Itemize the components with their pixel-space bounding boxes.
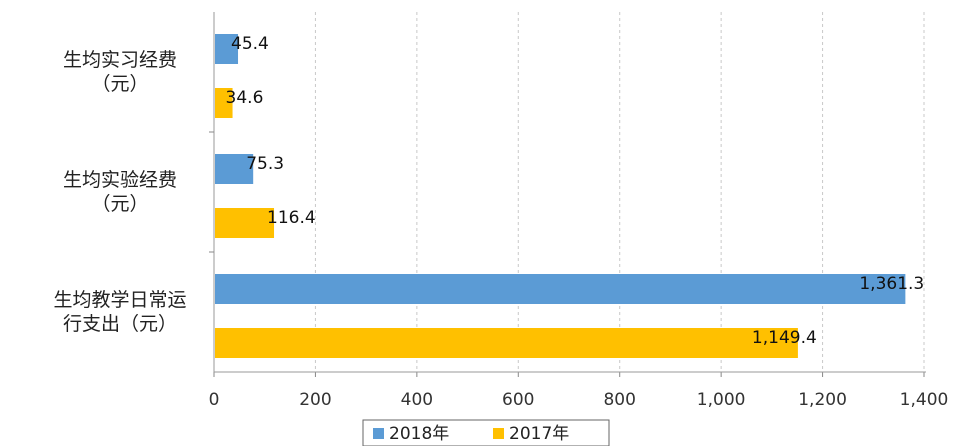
x-tick-label: 1,200 (798, 390, 847, 410)
legend-swatch (373, 428, 384, 439)
bar-2018 (215, 154, 254, 184)
data-label: 1,149.4 (752, 328, 817, 348)
x-tick-label: 1,000 (697, 390, 746, 410)
data-label: 1,361.3 (859, 274, 924, 294)
x-tick-label: 200 (299, 390, 331, 410)
x-tick-label: 600 (502, 390, 534, 410)
bar-2018 (215, 274, 906, 304)
gridlines (314, 12, 925, 372)
bar-2018 (215, 34, 239, 64)
axes (209, 12, 926, 377)
x-tick-label: 400 (401, 390, 433, 410)
data-label: 116.4 (267, 208, 316, 228)
data-label: 34.6 (226, 88, 264, 108)
x-tick-label: 800 (603, 390, 635, 410)
bar-2017 (215, 328, 798, 358)
category-label: 生均实验经费 (63, 169, 177, 191)
data-label: 45.4 (231, 34, 269, 54)
category-label: 行支出（元） (63, 313, 177, 335)
category-label: （元） (91, 73, 148, 95)
category-label: 生均实习经费 (63, 49, 177, 71)
data-labels: 45.4 34.6 75.3 116.4 1,361.3 1,149.4 (226, 34, 925, 348)
category-label: （元） (91, 193, 148, 215)
legend: 2018年 2017年 (362, 419, 610, 446)
legend-swatch (493, 428, 504, 439)
legend-box (362, 419, 610, 446)
x-tick-labels: 0 200 400 600 800 1,000 1,200 1,400 (209, 390, 949, 410)
x-tick-label: 0 (209, 390, 220, 410)
bars (215, 34, 906, 358)
data-label: 75.3 (246, 154, 284, 174)
x-tick-label: 1,400 (900, 390, 949, 410)
legend-label: 2018年 (389, 424, 449, 444)
legend-label: 2017年 (509, 424, 569, 444)
bar-2017 (215, 208, 275, 238)
bar-2017 (215, 88, 233, 118)
category-label: 生均教学日常运 (53, 289, 186, 311)
